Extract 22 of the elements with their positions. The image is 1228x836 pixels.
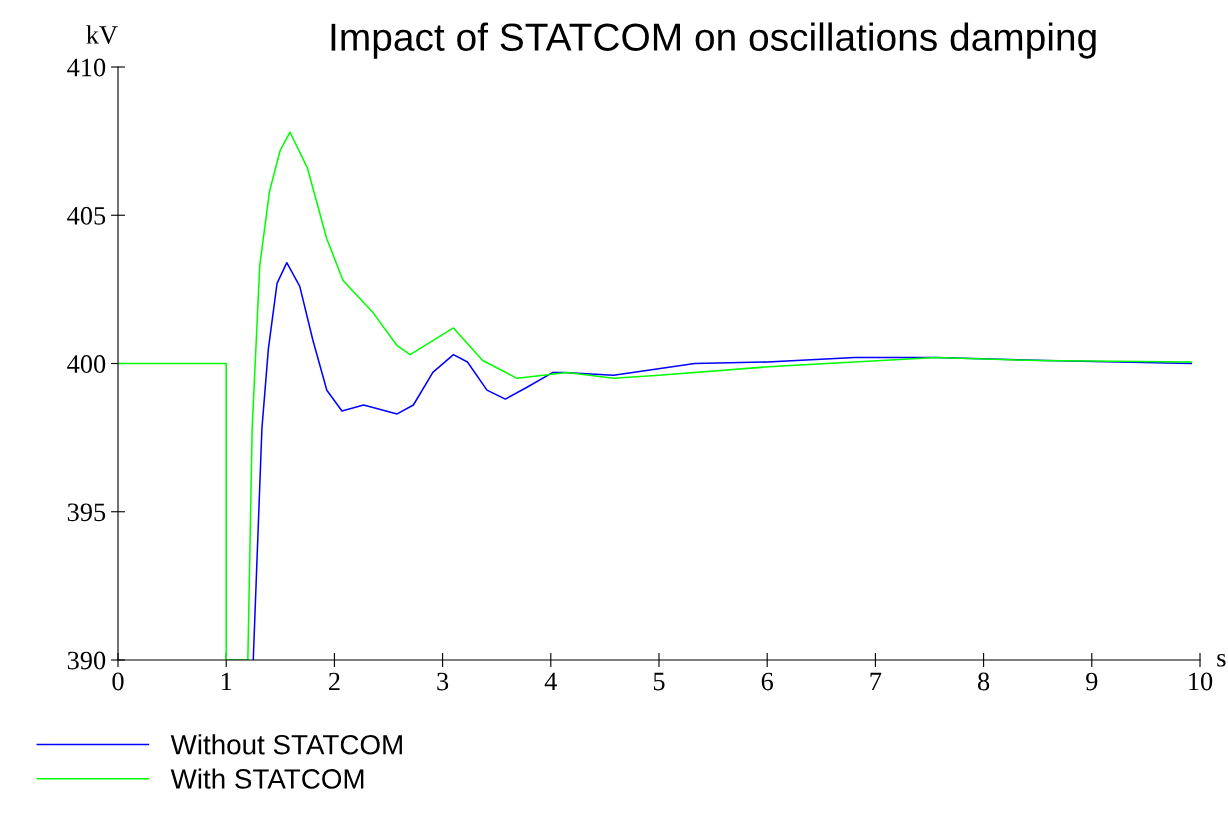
legend-label: With STATCOM: [170, 768, 364, 789]
x-tick-label: 9: [1086, 672, 1098, 691]
line-series: [118, 131, 1193, 660]
y-tick-label: 410: [67, 58, 106, 77]
y-tick-label: 395: [67, 503, 106, 522]
x-axis-title: s: [1217, 653, 1226, 667]
chart-title: Impact of STATCOM on oscillations damping: [331, 22, 1096, 59]
x-tick-label: 10: [1189, 672, 1213, 691]
x-tick-label: 6: [761, 672, 774, 691]
x-tick-label: 7: [870, 672, 882, 691]
y-tick-label: 400: [67, 355, 106, 373]
x-tick-label: 3: [437, 672, 449, 691]
y-tick-label: 405: [67, 206, 106, 225]
y-axis-title: kV: [86, 25, 118, 44]
x-tick-label: 4: [544, 672, 557, 691]
x-tick-label: 0: [112, 672, 124, 691]
x-tick-label: 2: [328, 672, 340, 691]
y-tick-label: 390: [67, 651, 106, 670]
x-tick-label: 1: [221, 672, 232, 691]
legend-label: Without STATCOM: [170, 734, 402, 755]
x-tick-label: 8: [978, 672, 990, 691]
x-tick-label: 5: [653, 672, 665, 691]
